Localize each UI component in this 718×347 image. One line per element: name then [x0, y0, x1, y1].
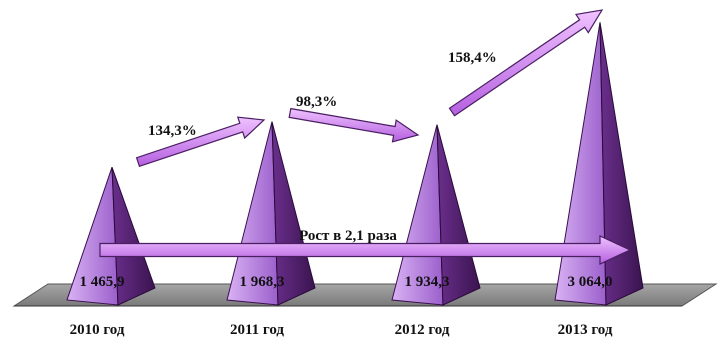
pyramid-bar	[554, 22, 644, 306]
category-label: 2013 год	[558, 322, 613, 338]
growth-arrow	[448, 9, 604, 117]
category-label: 2010 год	[70, 322, 125, 338]
category-label: 2011 год	[230, 322, 284, 338]
pyramid-bar	[66, 166, 156, 306]
growth-label: 158,4%	[448, 50, 497, 66]
pyramid-bar	[391, 124, 481, 306]
value-label: 1 968,3	[240, 274, 285, 290]
pyramid-face-right	[599, 22, 644, 306]
value-label: 1 934,3	[405, 274, 450, 290]
growth-arrow	[288, 107, 420, 143]
category-label: 2012 год	[395, 322, 450, 338]
pyramid-bar	[226, 121, 316, 306]
growth-label: 134,3%	[148, 123, 197, 139]
pyramid-face-right	[111, 166, 156, 306]
pyramid-face-right	[436, 124, 481, 306]
pyramid-face-left	[554, 22, 607, 306]
overall-growth-label: Рост в 2,1 раза	[299, 228, 397, 244]
value-label: 1 465,9	[80, 274, 125, 290]
growth-arrow	[135, 116, 266, 168]
overall-growth-arrow	[99, 235, 632, 265]
growth-label: 98,3%	[296, 94, 337, 110]
pyramid-face-right	[271, 121, 316, 306]
value-label: 3 064,0	[568, 274, 613, 290]
